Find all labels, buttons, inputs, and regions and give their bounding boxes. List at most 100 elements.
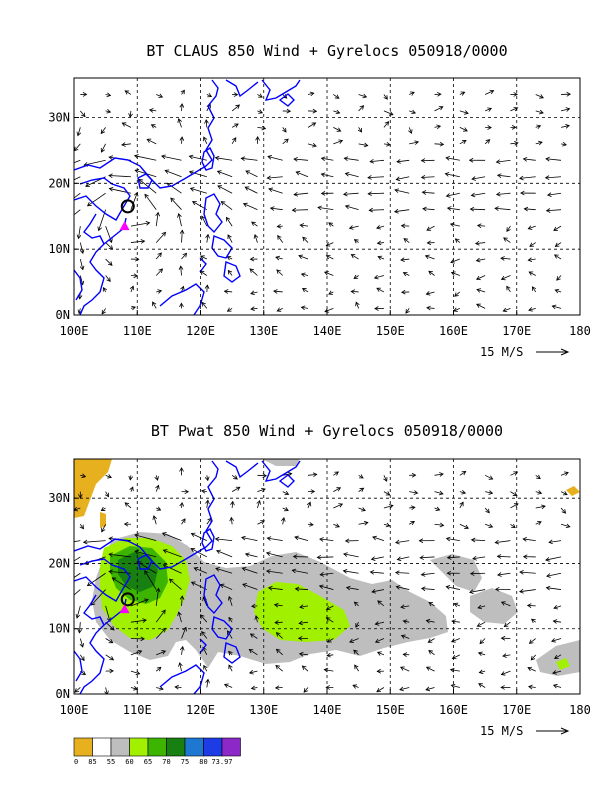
wind-arrow [74,506,81,512]
wind-arrow [282,127,287,133]
wind-arrow [477,651,486,657]
wind-arrow [257,125,267,131]
wind-arrow [130,618,147,623]
x-tick-label: 110E [123,703,152,717]
wind-arrow [426,225,435,231]
wind-arrow [420,586,435,592]
pwat-region-55-top [262,459,300,466]
wind-arrow [199,614,208,623]
colorbar-swatch [147,737,167,757]
pwat-region-low-small [100,512,106,528]
wind-arrow [358,105,365,112]
wind-arrow [333,94,340,99]
wind-arrow [298,620,309,626]
wind-arrow [399,686,410,692]
wind-arrow [376,687,385,693]
wind-arrow [306,501,312,509]
wind-arrow [503,621,511,628]
wind-arrow [101,524,106,533]
wind-arrow [231,474,238,480]
wind-arrow [282,490,290,496]
x-tick-label: 130E [249,703,278,717]
wind-arrow [342,569,359,574]
wind-arrow [409,520,416,526]
wind-arrow [226,307,233,312]
wind-arrow [150,124,157,129]
wind-arrow [503,237,511,243]
wind-arrow [82,539,106,545]
colorbar-label: 73.97 [211,758,232,766]
wind-arrow [269,206,283,211]
wind-arrow [528,307,536,312]
gridlines-2 [74,459,580,694]
wind-arrow [156,93,164,98]
pwat-contours [74,459,580,676]
wind-arrow [344,204,359,211]
wind-arrow [484,507,490,514]
wind-arrow [426,240,435,246]
reference-arrowhead-2 [560,727,570,735]
wind-arrow [74,572,81,578]
wind-arrow [531,286,537,293]
wind-arrow [479,638,486,645]
wind-arrow [250,290,258,296]
wind-arrow [333,487,342,492]
reference-vector-1: 15 M/S [480,345,570,359]
wind-arrow [353,274,359,280]
wind-arrow [214,155,233,161]
wind-arrow [445,156,460,161]
wind-arrow [409,109,417,115]
wind-arrow [556,275,562,281]
wind-arrow [302,236,309,243]
wind-arrow [154,475,159,481]
wind-arrow [164,169,182,178]
wind-arrow [476,223,486,229]
wind-arrow [200,255,208,260]
y-tick-label: 10N [48,242,70,256]
wind-arrow [383,504,394,509]
wind-arrow [358,520,369,526]
wind-arrow [409,91,415,96]
wind-arrow [560,507,567,514]
wind-arrow [345,585,359,591]
wind-arrow [291,207,309,213]
wind-arrow [253,233,259,243]
wind-arrow [74,143,81,152]
colorbar-label: 60 [125,758,133,766]
wind-arrow [446,206,460,211]
wind-arrow [250,685,258,691]
wind-arrow [408,127,413,135]
wind-arrow [445,585,460,590]
wind-arrow [484,474,494,480]
wind-arrow [297,636,309,641]
colorbar-swatch [92,737,112,757]
wind-arrow [181,252,188,260]
x-tick-label: 150E [376,703,405,717]
wind-arrow [202,136,208,145]
wind-arrow [328,222,334,227]
wind-arrow [354,664,359,672]
wind-arrow [105,605,112,623]
y-tick-label: 30N [48,111,70,125]
wind-arrow [179,229,185,243]
wind-arrow [105,275,111,283]
wind-arrow [545,556,562,562]
wind-arrow [316,554,334,560]
wind-arrow [560,123,570,129]
wind-arrow [383,491,391,496]
wind-arrow [324,308,334,313]
wind-arrow [204,119,209,128]
wind-arrow [130,670,141,676]
wind-arrow [105,92,112,98]
x-tick-label: 160E [439,703,468,717]
wind-arrow [394,208,410,214]
axes-1: 100E 110E 120E 130E 140E 150E 160E 170E 180 0N 10N… [48,111,591,339]
wind-arrow [383,121,390,128]
wind-arrow [420,174,435,180]
wind-arrow [274,685,283,691]
wind-arrow [476,288,486,293]
wind-arrow [469,206,486,212]
wind-arrow [242,202,258,211]
wind-arrow [108,552,131,558]
wind-arrow [529,242,536,247]
